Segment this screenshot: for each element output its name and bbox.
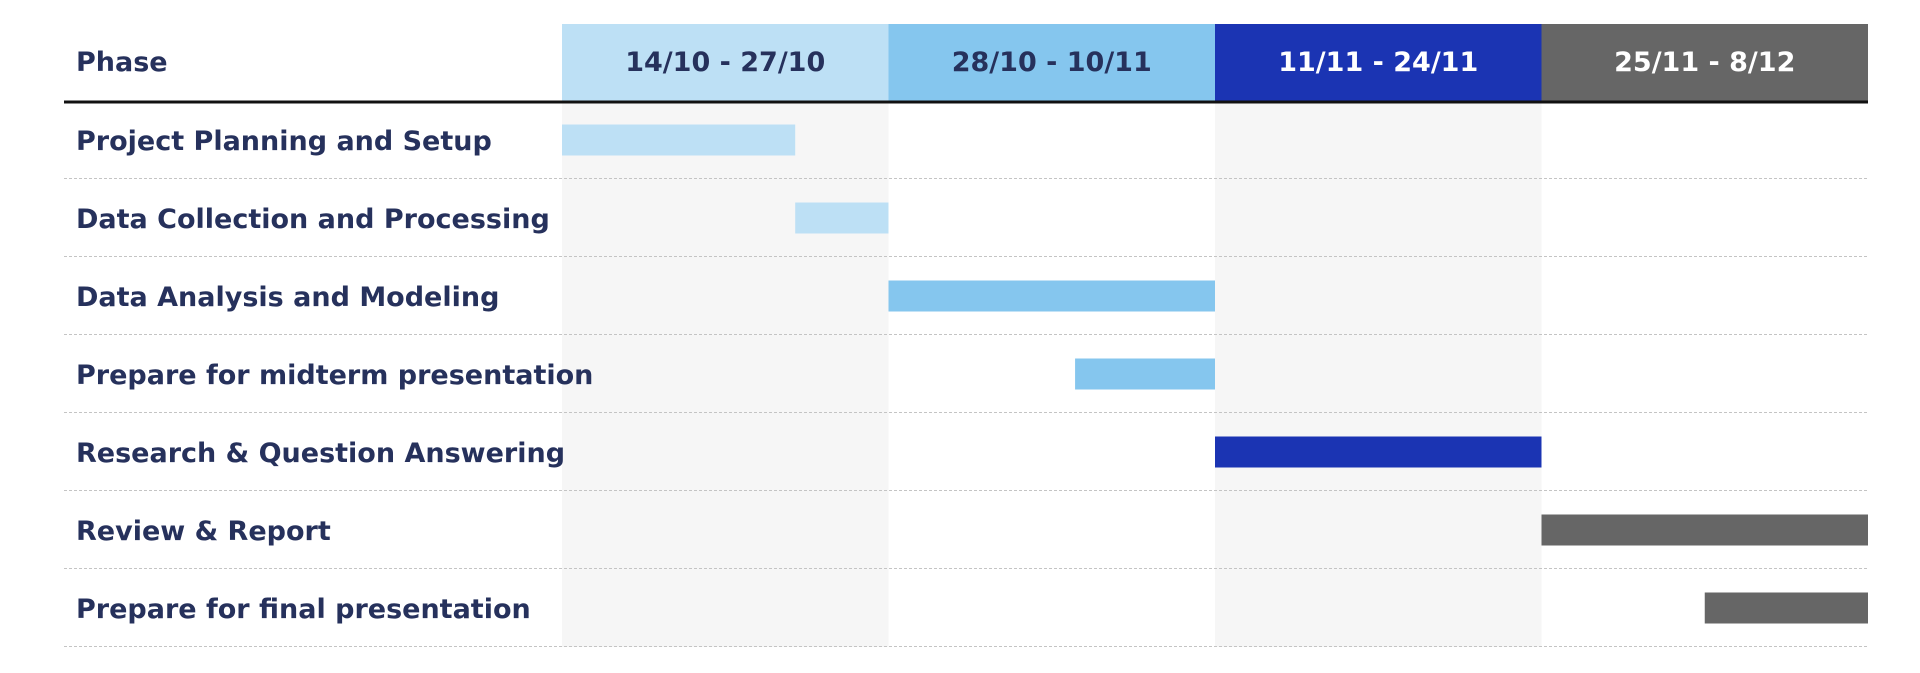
- task-bar: [888, 280, 1215, 312]
- task-label: Review & Report: [76, 516, 331, 547]
- period-column-stripe: [1215, 101, 1542, 647]
- task-label: Project Planning and Setup: [76, 126, 492, 157]
- task-bar: [562, 124, 796, 156]
- period-header-cell: [1541, 24, 1868, 101]
- task-label: Data Analysis and Modeling: [76, 282, 499, 313]
- task-bar: [1541, 514, 1868, 546]
- period-header-cell: [562, 24, 889, 101]
- task-label: Data Collection and Processing: [76, 204, 550, 235]
- period-header-label: 14/10 - 27/10: [625, 47, 825, 78]
- period-header-label: 25/11 - 8/12: [1614, 47, 1795, 78]
- task-label: Prepare for final presentation: [76, 594, 531, 625]
- period-header-cell: [888, 24, 1215, 101]
- phase-column-header: Phase: [76, 47, 168, 78]
- task-bar: [795, 202, 889, 234]
- task-bar: [1075, 358, 1215, 390]
- task-bar: [1704, 592, 1868, 624]
- period-header-cell: [1215, 24, 1542, 101]
- period-column-stripe: [562, 101, 889, 647]
- period-header-label: 28/10 - 10/11: [952, 47, 1152, 78]
- period-header-label: 11/11 - 24/11: [1278, 47, 1478, 78]
- task-label: Research & Question Answering: [76, 438, 565, 469]
- task-label: Prepare for midterm presentation: [76, 360, 593, 391]
- task-bar: [1215, 436, 1542, 468]
